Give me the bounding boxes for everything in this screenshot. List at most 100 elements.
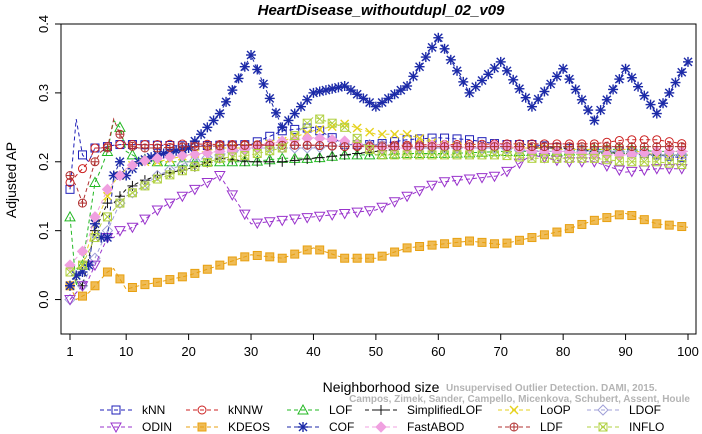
data-point (315, 245, 325, 255)
legend-entry-loop: LoOP (498, 403, 571, 417)
data-point (664, 158, 674, 168)
data-point (127, 283, 137, 292)
data-point (327, 249, 337, 259)
legend-entry-ldf: LDF (498, 420, 563, 434)
data-point (190, 162, 200, 172)
data-point (377, 150, 387, 160)
data-point (564, 142, 574, 152)
data-point (102, 212, 112, 222)
data-point (427, 240, 437, 250)
data-point (377, 129, 387, 139)
data-point (264, 156, 275, 167)
data-point (645, 99, 656, 110)
data-point (102, 143, 112, 153)
data-point (351, 207, 364, 219)
data-point (626, 148, 638, 160)
data-point (288, 214, 301, 225)
data-point (513, 158, 526, 170)
data-point (539, 230, 549, 240)
series-kdeos (65, 210, 689, 301)
data-point (452, 65, 463, 76)
data-point (652, 219, 662, 229)
data-point (246, 50, 257, 60)
legend-marker (597, 404, 609, 416)
data-point (165, 142, 175, 152)
data-point (651, 108, 662, 119)
data-point (302, 154, 313, 165)
legend-entry-knn: kNN (100, 403, 165, 417)
plot-frame (60, 23, 697, 335)
data-point (240, 252, 250, 262)
data-point (445, 54, 456, 65)
data-point (390, 129, 400, 139)
data-point (489, 239, 499, 249)
data-point (402, 142, 412, 152)
data-point (639, 215, 649, 225)
data-point (376, 202, 388, 214)
data-point (265, 252, 275, 262)
data-point (190, 141, 200, 151)
data-point (164, 151, 176, 163)
data-point (488, 171, 501, 183)
data-point (227, 256, 237, 266)
data-point (77, 164, 87, 174)
data-point (202, 264, 212, 274)
data-point (233, 73, 244, 84)
data-point (90, 143, 100, 153)
data-point (495, 56, 506, 67)
data-point (345, 85, 356, 96)
data-point (89, 176, 101, 187)
data-point (508, 74, 519, 85)
series-inflo (65, 114, 689, 277)
legend-label: kNNW (228, 403, 263, 417)
x-tick-label: 70 (493, 344, 507, 359)
data-point (465, 142, 475, 152)
legend-label: LDF (540, 420, 563, 434)
data-point (339, 81, 350, 91)
data-point (77, 291, 87, 301)
data-point (301, 142, 313, 154)
data-point (438, 177, 451, 188)
data-point (415, 133, 425, 143)
data-point (327, 118, 337, 128)
data-point (651, 145, 663, 158)
data-point (252, 250, 262, 260)
data-point (252, 140, 262, 150)
data-point (614, 210, 624, 220)
data-point (102, 267, 112, 277)
data-point (240, 151, 250, 161)
data-point (502, 142, 512, 152)
legend-marker (197, 422, 207, 432)
data-point (114, 197, 126, 209)
data-point (589, 153, 599, 163)
data-point (664, 220, 674, 230)
legend-marker (509, 405, 519, 415)
data-point (620, 63, 631, 74)
data-point (650, 164, 663, 175)
data-point (77, 150, 87, 160)
data-point (277, 156, 288, 167)
data-point (408, 71, 419, 82)
data-point (340, 253, 350, 263)
data-point (383, 93, 394, 104)
data-point (514, 235, 524, 245)
data-point (627, 157, 637, 167)
data-point (633, 81, 644, 92)
watermark-line-2: Campos, Zimek, Sander, Campello, Micenko… (349, 394, 690, 405)
data-point (313, 211, 326, 223)
data-point (302, 118, 312, 128)
data-point (440, 239, 450, 249)
data-point (426, 180, 438, 192)
data-point (90, 157, 100, 167)
data-point (452, 237, 462, 247)
data-point (289, 155, 300, 166)
x-tick-label: 10 (119, 344, 133, 359)
data-point (527, 142, 537, 152)
data-point (177, 142, 187, 152)
data-point (539, 153, 549, 163)
data-point (90, 233, 100, 243)
data-point (189, 148, 201, 160)
data-point (402, 150, 412, 160)
data-point (339, 149, 350, 160)
data-point (165, 170, 175, 180)
